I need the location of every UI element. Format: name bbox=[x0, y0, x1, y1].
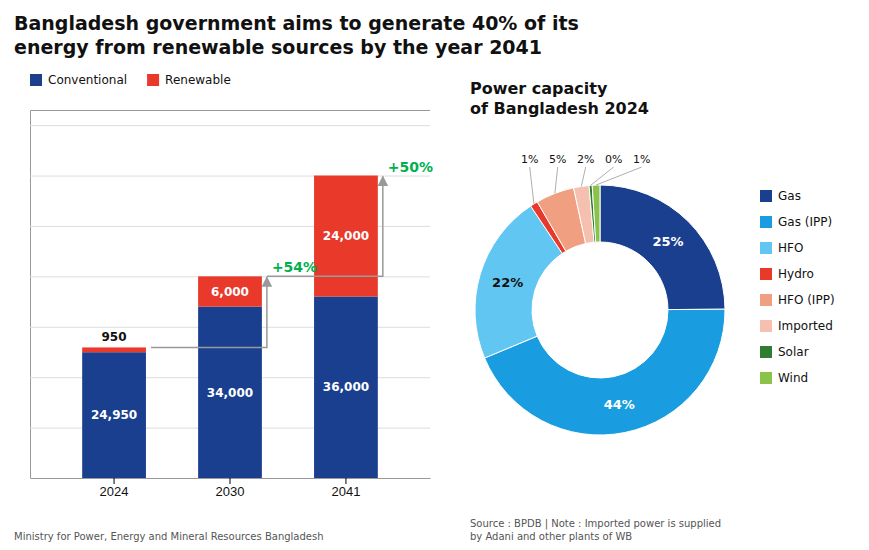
grid-line bbox=[30, 125, 430, 126]
legend-label: Solar bbox=[778, 345, 809, 359]
leader-line bbox=[596, 167, 642, 185]
growth-arrow bbox=[267, 177, 383, 277]
tick-mark bbox=[345, 478, 346, 484]
bar-segment bbox=[82, 347, 146, 352]
data-label: 24,000 bbox=[323, 229, 369, 243]
legend-swatch bbox=[760, 294, 772, 306]
legend-swatch bbox=[760, 372, 772, 384]
chart-title-line: of Bangladesh 2024 bbox=[470, 99, 649, 118]
y-axis-line bbox=[31, 111, 431, 479]
legend-label: HFO (IPP) bbox=[778, 293, 835, 307]
legend: Conventional Renewable bbox=[30, 73, 231, 87]
data-label: 34,000 bbox=[207, 386, 253, 400]
donut-slice bbox=[600, 185, 725, 310]
leader-line bbox=[555, 167, 558, 193]
donut-slice bbox=[592, 185, 600, 242]
bar-segment bbox=[314, 297, 378, 478]
x-tick: 2041 bbox=[331, 478, 360, 499]
data-labels: 24,950 34,000 36,000 950 6,000 24,000 bbox=[91, 229, 369, 422]
x-tick-label: 2041 bbox=[331, 484, 360, 499]
legend-swatch bbox=[760, 216, 772, 228]
data-label: 1% bbox=[633, 153, 650, 166]
data-label: 0% bbox=[605, 153, 622, 166]
legend: Gas Gas (IPP) HFO Hydro HFO (IPP) Imported Sol… bbox=[760, 189, 835, 385]
bar-segment bbox=[198, 276, 262, 306]
annotation: +54% bbox=[272, 259, 317, 275]
annotations: +54% +50% bbox=[151, 159, 433, 348]
tick-mark bbox=[230, 478, 231, 484]
leader-line bbox=[530, 167, 534, 204]
legend-swatch bbox=[30, 74, 42, 86]
bar-segment bbox=[314, 176, 378, 297]
legend-label: Hydro bbox=[778, 267, 814, 281]
legend-label: HFO bbox=[778, 241, 803, 255]
tick-mark bbox=[114, 478, 115, 484]
legend-swatch bbox=[760, 320, 772, 332]
legend-label: Wind bbox=[778, 371, 808, 385]
data-label: 6,000 bbox=[211, 285, 249, 299]
donut-labels: 25% 44% 22% 1% 5% 2% 0% 1% bbox=[492, 153, 684, 412]
source-note-line: by Adani and other plants of WB bbox=[470, 531, 632, 542]
x-tick: 2030 bbox=[216, 478, 245, 499]
legend-swatch bbox=[760, 190, 772, 202]
x-tick-label: 2030 bbox=[216, 484, 245, 499]
legend-label: Gas (IPP) bbox=[778, 215, 832, 229]
data-label: 24,950 bbox=[91, 408, 137, 422]
chart-title: Bangladesh government aims to generate 4… bbox=[14, 12, 579, 58]
x-axis: 2024 2030 2041 bbox=[31, 478, 431, 499]
growth-arrow bbox=[151, 277, 267, 347]
legend-label: Renewable bbox=[165, 73, 231, 87]
data-label: 1% bbox=[521, 153, 538, 166]
x-tick-label: 2024 bbox=[100, 484, 129, 499]
y-tick bbox=[30, 125, 430, 126]
data-label: 2% bbox=[577, 153, 594, 166]
legend-swatch bbox=[760, 346, 772, 358]
y-axis bbox=[30, 111, 430, 479]
bar-segment bbox=[82, 352, 146, 478]
source-note: Source : BPDB | Note : Imported power is… bbox=[470, 518, 721, 542]
chart-title-line: Power capacity bbox=[470, 79, 608, 98]
chart-title-line: energy from renewable sources by the yea… bbox=[14, 36, 542, 58]
source-note-line: Source : BPDB | Note : Imported power is… bbox=[470, 518, 721, 530]
data-label: 5% bbox=[549, 153, 566, 166]
legend-label: Gas bbox=[778, 189, 801, 203]
data-label: 36,000 bbox=[323, 380, 369, 394]
chart-title: Power capacityof Bangladesh 2024 bbox=[470, 79, 649, 118]
bars bbox=[82, 176, 378, 478]
source-note: Ministry for Power, Energy and Mineral R… bbox=[14, 531, 324, 542]
chart-title-line: Bangladesh government aims to generate 4… bbox=[14, 12, 579, 34]
x-tick: 2024 bbox=[100, 478, 129, 499]
legend-label: Imported bbox=[778, 319, 833, 333]
annotation: +50% bbox=[388, 159, 433, 175]
legend-swatch bbox=[760, 268, 772, 280]
data-label: 44% bbox=[604, 397, 635, 412]
leader-line bbox=[581, 167, 585, 186]
bar-segment bbox=[198, 307, 262, 478]
legend-swatch bbox=[147, 74, 159, 86]
donut bbox=[475, 185, 725, 435]
data-label: 25% bbox=[652, 234, 683, 249]
source-note-line: Ministry for Power, Energy and Mineral R… bbox=[14, 531, 324, 542]
chart-root: Bangladesh government aims to generate 4… bbox=[0, 0, 869, 550]
data-label: 950 bbox=[102, 330, 127, 344]
legend-swatch bbox=[760, 242, 772, 254]
data-label: 22% bbox=[492, 275, 523, 290]
legend-label: Conventional bbox=[48, 73, 127, 87]
